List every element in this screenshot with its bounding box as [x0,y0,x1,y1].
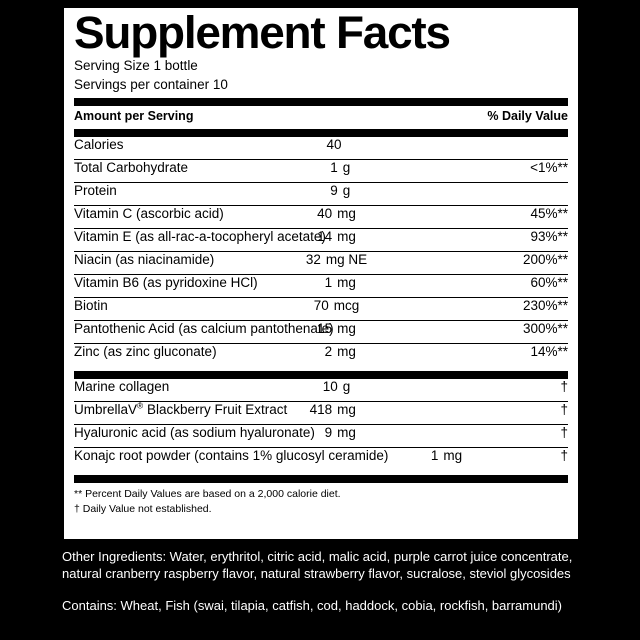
row-amount-value: 10 [322,379,338,395]
footnote-percent-dv: ** Percent Daily Values are based on a 2… [74,488,341,501]
table-row: Vitamin C (ascorbic acid) 40 mg 45%** [74,206,568,230]
table-row: Total Carbohydrate 1 g <1%** [74,160,568,184]
table-row: Zinc (as zinc gluconate) 2 mg 14%** [74,344,568,367]
page-title: Supplement Facts [74,7,451,58]
row-amount-unit: mg [337,344,356,360]
divider-bar-actives [74,371,568,380]
row-daily-value: 300%** [516,321,568,337]
table-row: Vitamin B6 (as pyridoxine HCl) 1 mg 60%** [74,275,568,299]
servings-per-container: Servings per container 10 [74,77,228,93]
row-name: Niacin (as niacinamide) [74,252,215,268]
row-amount-value: 1 [324,275,333,291]
table-row: Marine collagen 10 g † [74,379,568,403]
table-row: Biotin 70 mcg 230%** [74,298,568,322]
row-amount-value: 40 [317,206,333,222]
row-amount-unit: mg [337,402,356,418]
row-amount-unit: g [342,183,351,199]
row-amount: 70 mcg [74,298,568,313]
table-row: Calories 40 [74,137,568,161]
other-actives-table: Marine collagen 10 g † UmbrellaV® Blackberry… [74,379,568,471]
row-amount: 1 mg [392,448,462,463]
row-amount-unit: mg [337,321,356,337]
divider-bar-top [74,98,568,107]
divider-bar-footnotes [74,475,568,484]
table-row: Niacin (as niacinamide) 32 mg NE 200%** [74,252,568,276]
row-amount: 40 [74,137,568,152]
serving-size: Serving Size 1 bottle [74,57,198,73]
nutrient-table: Calories 40 Total Carbohydrate 1 g <1%** Prote… [74,137,568,367]
row-amount-value: 32 [305,252,321,268]
row-name: Vitamin C (ascorbic acid) [74,206,224,222]
row-name: Biotin [74,298,108,314]
row-name: Konajc root powder (contains 1% glucosyl… [74,448,389,464]
bottom-text-block: Other Ingredients: Water, erythritol, ci… [62,548,580,614]
row-amount-unit: mcg [333,298,360,314]
row-amount-unit: mg [337,275,356,291]
table-column-headers: Amount per Serving % Daily Value [74,106,568,126]
row-name: Calories [74,137,124,153]
row-amount-unit: mg [337,206,356,222]
table-row: Protein 9 g [74,183,568,207]
row-daily-value: <1%** [524,160,568,176]
footnote-dagger: † Daily Value not established. [74,503,212,516]
divider-bar-headers [74,129,568,138]
row-name: Protein [74,183,117,199]
row-daily-value: 14%** [524,344,568,360]
row-daily-value: 200%** [516,252,568,268]
row-amount-value: 1 [330,160,338,176]
row-daily-value: † [554,379,568,395]
row-daily-value: 60%** [524,275,568,291]
row-name: Hyaluronic acid (as sodium hyaluronate) [74,425,315,441]
nutrition-panel: Supplement Facts Serving Size 1 bottle S… [62,6,580,541]
row-daily-value: † [554,425,568,441]
row-amount-value: 9 [330,183,338,199]
row-amount-value: 2 [324,344,333,360]
row-amount-unit: g [342,379,351,395]
other-ingredients-text: Other Ingredients: Water, erythritol, ci… [62,549,573,582]
row-name: Pantothenic Acid (as calcium pantothenat… [74,321,334,337]
row-name: Vitamin E (as all-rac-a-tocopheryl aceta… [74,229,326,245]
row-name: Total Carbohydrate [74,160,189,176]
row-daily-value: 45%** [524,206,568,222]
row-amount-value: 1 [430,448,439,464]
table-row: Hyaluronic acid (as sodium hyaluronate) 9… [74,425,568,449]
daily-value-header: % Daily Value [487,109,568,124]
row-name: Zinc (as zinc gluconate) [74,344,217,360]
amount-per-serving-header: Amount per Serving [74,109,194,124]
row-amount-unit: mg [337,229,356,245]
row-name: Marine collagen [74,379,170,395]
row-name: Vitamin B6 (as pyridoxine HCl) [74,275,258,291]
row-name: UmbrellaV® Blackberry Fruit Extract [74,400,288,418]
table-row: UmbrellaV® Blackberry Fruit Extract 418 mg… [74,400,568,426]
contains-allergens-text: Contains: Wheat, Fish (swai, tilapia, ca… [62,597,562,613]
table-row: Vitamin E (as all-rac-a-tocopheryl aceta… [74,229,568,253]
row-daily-value: 93%** [524,229,568,245]
footnotes: ** Percent Daily Values are based on a 2… [74,483,568,517]
row-daily-value: † [554,448,568,464]
registered-trademark-icon: ® [137,400,144,411]
row-amount-value: 418 [309,402,333,418]
row-amount-unit: g [342,160,351,176]
row-amount-value: 70 [313,298,329,314]
row-amount-unit: mg [443,448,463,464]
row-amount-unit: mg NE [325,252,368,268]
row-amount-value: 40 [326,137,342,153]
row-amount-unit: mg [337,425,356,441]
table-row: Pantothenic Acid (as calcium pantothenat… [74,321,568,345]
table-row: Konajc root powder (contains 1% glucosyl… [74,448,568,471]
row-daily-value: † [554,402,568,418]
row-daily-value: 230%** [516,298,568,314]
